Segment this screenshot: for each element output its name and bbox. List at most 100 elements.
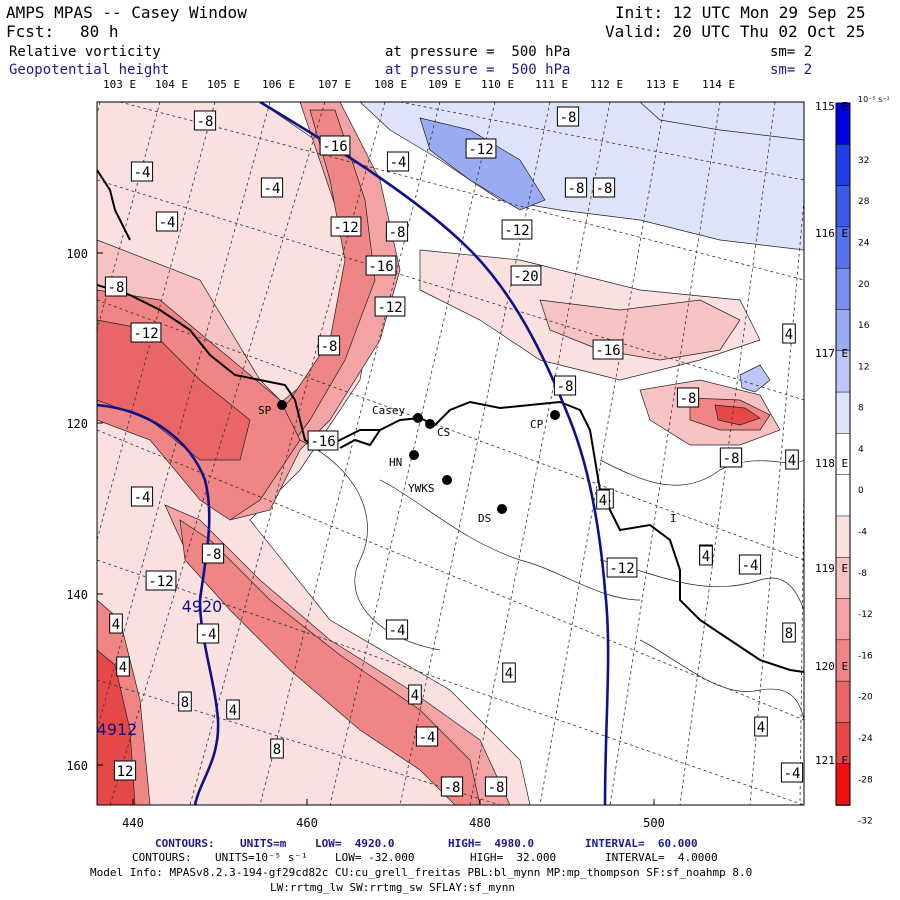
colorbar-label: -32 (858, 817, 873, 827)
colorbar-label: -12 (858, 610, 873, 620)
model-info: Model Info: MPASv8.2.3-194-gf29cd82c CU:… (90, 866, 753, 879)
station-label: CS (437, 426, 450, 439)
vorticity-contour-value: 4 (702, 549, 710, 565)
y-axis-tick-label: 100 (66, 247, 88, 261)
model-info-physics: LW:rrtmg_lw SW:rrtmg_sw SFLAY:sf_mynn (270, 881, 516, 894)
station-dot-ds (497, 504, 507, 514)
height-contour-label: 4920 (182, 597, 223, 616)
vorticity-contour-value: 12 (117, 764, 134, 780)
lon-label-top: 108 E (374, 78, 408, 91)
colorbar-label: 24 (858, 238, 870, 248)
footer-contours1-units: UNITS=m (240, 837, 287, 850)
vorticity-contour-label: 4 (596, 489, 610, 510)
vorticity-contour-value: 4 (788, 453, 796, 469)
vorticity-contour-value: -8 (723, 451, 740, 467)
colorbar-swatch (835, 474, 851, 517)
vorticity-contour-value: -16 (368, 259, 393, 275)
graticule (97, 102, 804, 805)
vorticity-contour-value: -4 (159, 215, 176, 231)
footer-contours2-high: HIGH= 32.000 (470, 851, 557, 864)
station-label: I (670, 512, 677, 525)
lon-label-top: 111 E (535, 78, 569, 91)
init-time: Init: 12 UTC Mon 29 Sep 25 (615, 3, 866, 22)
vorticity-contour-value: 8 (785, 626, 793, 642)
lon-label-top: 112 E (590, 78, 624, 91)
vorticity-contour-label: -12 (130, 322, 162, 343)
vorticity-contour-label: -8 (719, 447, 743, 468)
colorbar-swatch (835, 680, 851, 724)
field1-name: Relative vorticity (9, 44, 161, 60)
vorticity-contour-value: 8 (273, 742, 281, 758)
station-dot-cp (550, 410, 560, 420)
vorticity-contour-value: -8 (560, 110, 577, 126)
vorticity-contour-value: -8 (568, 181, 585, 197)
x-axis-tick-label: 500 (643, 816, 665, 830)
vorticity-contour-value: 4 (411, 688, 419, 704)
vorticity-contour-label: -4 (196, 623, 220, 644)
vorticity-contour-label: 4 (785, 449, 799, 470)
valid-time: Valid: 20 UTC Thu 02 Oct 25 (605, 22, 866, 41)
vorticity-contour-label: -4 (260, 177, 284, 198)
station-label: Casey (372, 404, 405, 417)
x-axis-tick-label: 460 (296, 816, 318, 830)
vorticity-contour-label: -16 (592, 339, 624, 360)
lon-label-right: 116 E (815, 227, 848, 240)
lon-label-top: 110 E (481, 78, 515, 91)
field1-smoothing: sm= 2 (770, 44, 813, 60)
coastline (97, 169, 804, 673)
vorticity-contour-value: -8 (108, 280, 125, 296)
lon-label-right: 121 E (815, 754, 848, 767)
vorticity-contour-value: -8 (596, 181, 613, 197)
vorticity-field (97, 102, 804, 805)
vorticity-contour-value: -8 (205, 547, 222, 563)
colorbar-label: 32 (858, 156, 869, 166)
geopotential-contours (97, 102, 610, 805)
colorbar-swatch (835, 391, 851, 435)
vorticity-contour-label: -4 (780, 762, 804, 783)
vorticity-contour-value: -12 (377, 300, 402, 316)
vorticity-contour-label: -8 (193, 110, 217, 131)
field2-level: at pressure = 500 hPa (385, 62, 571, 78)
vorticity-contour-value: -16 (310, 434, 335, 450)
vorticity-contour-label: -8 (676, 387, 700, 408)
lon-label-right: 115 E (815, 100, 848, 113)
vorticity-contour-value: 4 (785, 327, 793, 343)
colorbar-label: 20 (858, 280, 870, 290)
vorticity-contour-label: -4 (738, 554, 762, 575)
vorticity-contour-value: -16 (322, 139, 347, 155)
colorbar-swatch (835, 309, 851, 352)
lon-label-top: 104 E (155, 78, 189, 91)
vorticity-contour-label: -4 (385, 619, 409, 640)
vorticity-contour-value: -16 (595, 343, 620, 359)
vorticity-contour-value: -4 (134, 490, 151, 506)
axis-ticks (97, 252, 655, 805)
vorticity-contour-label: -8 (317, 335, 341, 356)
colorbar-label: -24 (858, 734, 873, 744)
vorticity-contour-value: -8 (557, 379, 574, 395)
vorticity-contour-label: -16 (307, 430, 339, 451)
vorticity-contour-label: 4 (754, 716, 768, 737)
vorticity-contour-value: -4 (742, 558, 759, 574)
vorticity-contour-label: 12 (113, 760, 137, 781)
colorbar-units: 10⁻⁵ s⁻¹ (858, 95, 890, 104)
vorticity-contour-value: -8 (488, 780, 505, 796)
colorbar-label: -4 (858, 528, 867, 538)
station-label: SP (258, 404, 272, 417)
vorticity-contour-value: -8 (389, 225, 406, 241)
vorticity-contour-label: -8 (440, 776, 464, 797)
vorticity-contour-value: -8 (680, 391, 697, 407)
vorticity-contour-value: 4 (119, 660, 127, 676)
station-dot-sp (277, 400, 287, 410)
footer-contours2-low: LOW= -32.000 (335, 851, 415, 864)
footer-contours2-label: CONTOURS: (132, 851, 192, 864)
vorticity-contour-label: -16 (365, 255, 397, 276)
vorticity-contour-value: -4 (200, 627, 217, 643)
vorticity-contour-label: 8 (178, 691, 192, 712)
vorticity-contour-label: -20 (510, 265, 542, 286)
colorbar-swatch (835, 144, 851, 187)
vorticity-contour-label: 4 (116, 656, 130, 677)
vorticity-contour-value: -12 (609, 561, 634, 577)
plot-title: AMPS MPAS -- Casey Window (6, 3, 247, 22)
station-dot-cs (425, 419, 435, 429)
y-axis-tick-label: 140 (66, 588, 88, 602)
